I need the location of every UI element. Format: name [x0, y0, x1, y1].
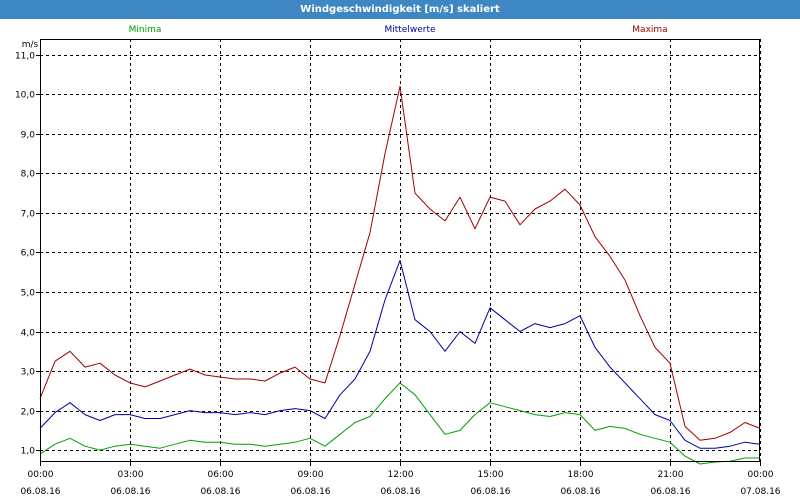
y-tick-label: 11,0	[15, 52, 35, 62]
x-tick-label-time: 06:00	[208, 470, 234, 480]
x-tick-label-time: 00:00	[748, 470, 774, 480]
x-tick-label-date: 06.08.16	[290, 487, 330, 497]
y-tick-label: 2,0	[21, 408, 36, 418]
y-tick-label: 3,0	[21, 368, 36, 378]
y-tick-label: 10,0	[15, 91, 35, 101]
legend-entry-mittelwerte: Mittelwerte	[384, 25, 435, 35]
x-tick-label-time: 15:00	[478, 470, 504, 480]
legend: Minima Mittelwerte Maxima	[129, 25, 668, 35]
x-tick-label-date: 06.08.16	[20, 487, 60, 497]
plot-frame	[40, 39, 760, 462]
chart-area: 1,0 2,0 3,0 4,0 5,0 6,0 7,0 8,0 9,0 10,0 11,0 00:0…	[15, 25, 781, 497]
x-tick-label-date: 07.08.16	[740, 487, 780, 497]
x-tick-label-date: 06.08.16	[200, 487, 240, 497]
x-tick-label-date: 06.08.16	[650, 487, 690, 497]
x-tick-label-date: 06.08.16	[110, 487, 150, 497]
x-tick-label-time: 09:00	[298, 470, 324, 480]
y-axis-label: m/s	[22, 40, 39, 50]
series-layer	[39, 85, 761, 465]
series-line-minima	[39, 382, 760, 465]
window-title: Windgeschwindigkeit [m/s] skaliert	[0, 0, 800, 19]
series-line-mittelwerte	[39, 259, 761, 449]
x-axis: 00:00 06.08.16 03:00 06.08.16 06:00 06.08.16 0…	[20, 462, 781, 497]
y-tick-label: 8,0	[21, 170, 36, 180]
x-tick-label-time: 18:00	[568, 470, 594, 480]
x-tick-label-time: 12:00	[388, 470, 414, 480]
y-tick-label: 9,0	[21, 131, 36, 141]
y-tick-label: 4,0	[21, 329, 36, 339]
legend-entry-minima: Minima	[129, 25, 162, 35]
x-tick-label-time: 03:00	[118, 470, 144, 480]
series-line-maxima	[39, 85, 761, 441]
x-tick-label-time: 21:00	[658, 470, 684, 480]
y-tick-label: 5,0	[21, 289, 36, 299]
legend-entry-maxima: Maxima	[632, 25, 667, 35]
x-tick-label-time: 00:00	[28, 470, 54, 480]
y-tick-label: 1,0	[21, 447, 36, 457]
x-tick-label-date: 06.08.16	[470, 487, 510, 497]
y-tick-label: 7,0	[21, 210, 36, 220]
y-tick-label: 6,0	[21, 249, 36, 259]
x-tick-label-date: 06.08.16	[560, 487, 600, 497]
y-axis: 1,0 2,0 3,0 4,0 5,0 6,0 7,0 8,0 9,0 10,0 11,0	[15, 52, 40, 457]
grid	[40, 39, 761, 462]
x-tick-label-date: 06.08.16	[380, 487, 420, 497]
